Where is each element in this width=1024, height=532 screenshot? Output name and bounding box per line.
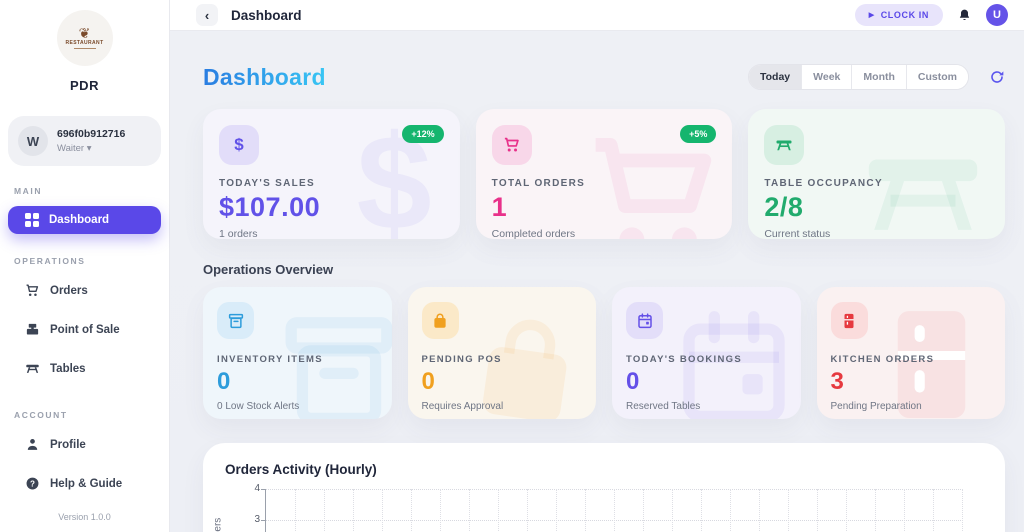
kitchen-orders-card: KITCHEN ORDERS 3 Pending Preparation xyxy=(816,287,1005,419)
stat-subtitle: 1 orders xyxy=(219,228,258,239)
restaurant-logo: ❦ RESTAURANT xyxy=(56,10,113,66)
kitchen-orders-value: 3 xyxy=(830,368,845,395)
person-icon xyxy=(25,437,40,452)
cart-icon xyxy=(503,136,521,154)
operations-overview-heading: Operations Overview xyxy=(203,262,334,277)
chevron-left-icon: ‹ xyxy=(204,7,210,23)
topbar-avatar[interactable]: U xyxy=(986,4,1008,26)
bag-icon xyxy=(431,312,449,330)
tab-month[interactable]: Month xyxy=(851,65,906,89)
dollar-icon: $ xyxy=(234,135,244,154)
refresh-icon[interactable] xyxy=(989,69,1005,85)
sidebar-item-orders[interactable]: Orders xyxy=(8,276,161,305)
brand-name: PDR xyxy=(70,78,99,93)
caret-down-icon: ▾ xyxy=(86,143,92,154)
sidebar-item-dashboard[interactable]: Dashboard xyxy=(8,206,161,234)
bookings-value: 0 xyxy=(626,368,640,395)
occupancy-value: 2/8 xyxy=(764,192,804,222)
stat-subtitle: Completed orders xyxy=(491,228,576,239)
y-tick-4: 4 xyxy=(254,483,260,494)
todays-bookings-card: TODAY'S BOOKINGS 0 Reserved Tables xyxy=(612,287,801,419)
version-text: Version 1.0.0 xyxy=(58,512,111,522)
sidebar-item-help-guide[interactable]: Help & Guide xyxy=(8,469,161,498)
topbar: ‹ Dashboard ▶ CLOCK IN U xyxy=(170,0,1024,31)
logo-text: RESTAURANT xyxy=(65,39,104,46)
total-orders-card: +5% TOTAL ORDERS 1 Completed orders xyxy=(475,109,733,239)
chart-title: Orders Activity (Hourly) xyxy=(225,462,377,477)
sidebar-item-point-of-sale[interactable]: Point of Sale xyxy=(8,315,161,344)
tab-week[interactable]: Week xyxy=(801,65,852,89)
stat-label: TOTAL ORDERS xyxy=(491,178,586,189)
dashboard-grid-icon xyxy=(25,213,39,227)
nav-section-operations: OPERATIONS xyxy=(14,256,86,266)
tab-today[interactable]: Today xyxy=(749,65,802,89)
fridge-icon xyxy=(840,312,858,330)
inventory-value: 0 xyxy=(217,368,231,395)
stat-subtitle: Current status xyxy=(764,228,831,239)
sidebar-item-profile[interactable]: Profile xyxy=(8,430,161,459)
nav-section-account: ACCOUNT xyxy=(14,410,68,420)
notifications-bell-icon[interactable] xyxy=(957,8,972,23)
tab-custom[interactable]: Custom xyxy=(905,65,968,89)
help-icon xyxy=(25,476,40,491)
sidebar: ❦ RESTAURANT PDR W 696f0b912716 Waiter ▾… xyxy=(0,0,170,532)
cart-icon xyxy=(25,283,40,298)
sidebar-item-tables[interactable]: Tables xyxy=(8,354,161,383)
box-icon xyxy=(227,312,245,330)
user-id: 696f0b912716 xyxy=(57,128,126,140)
pending-pos-value: 0 xyxy=(421,368,436,395)
date-range-tabs: Today Week Month Custom xyxy=(748,64,969,90)
register-icon xyxy=(25,322,40,337)
sales-value: $107.00 xyxy=(219,192,321,222)
restaurant-emblem-icon: ❦ xyxy=(78,24,91,41)
topbar-title: Dashboard xyxy=(231,7,302,23)
sales-trend-badge: +12% xyxy=(402,125,444,143)
play-icon: ▶ xyxy=(868,12,875,19)
calendar-icon xyxy=(636,312,654,330)
user-role-dropdown[interactable]: Waiter ▾ xyxy=(57,143,92,154)
inventory-items-card: INVENTORY ITEMS 0 0 Low Stock Alerts xyxy=(203,287,392,419)
orders-trend-badge: +5% xyxy=(680,125,717,143)
clock-in-button[interactable]: ▶ CLOCK IN xyxy=(854,4,943,26)
stat-label: TABLE OCCUPANCY xyxy=(764,178,883,189)
y-tick-3: 3 xyxy=(254,514,260,525)
stat-label: TODAY'S SALES xyxy=(219,178,315,189)
table-occupancy-card: TABLE OCCUPANCY 2/8 Current status xyxy=(748,109,1006,239)
table-icon xyxy=(775,136,793,154)
pending-pos-card: PENDING POS 0 Requires Approval xyxy=(407,287,596,419)
todays-sales-card: $ +12% TODAY'S SALES $107.00 1 orders $ xyxy=(203,109,460,239)
nav-section-main: MAIN xyxy=(14,186,43,196)
table-icon xyxy=(25,361,40,376)
user-card[interactable]: W 696f0b912716 Waiter ▾ xyxy=(8,116,161,166)
chart-y-axis-label: Orders xyxy=(213,518,224,532)
user-avatar: W xyxy=(18,126,48,156)
orders-value: 1 xyxy=(491,192,508,222)
page-title: Dashboard xyxy=(203,63,326,90)
chart-plot: Orders 4 3 xyxy=(213,483,963,532)
orders-activity-chart-card: Orders Activity (Hourly) Orders 4 3 xyxy=(203,443,1005,532)
main-content: Dashboard Today Week Month Custom $ +12%… xyxy=(170,32,1024,532)
back-button[interactable]: ‹ xyxy=(196,4,218,26)
